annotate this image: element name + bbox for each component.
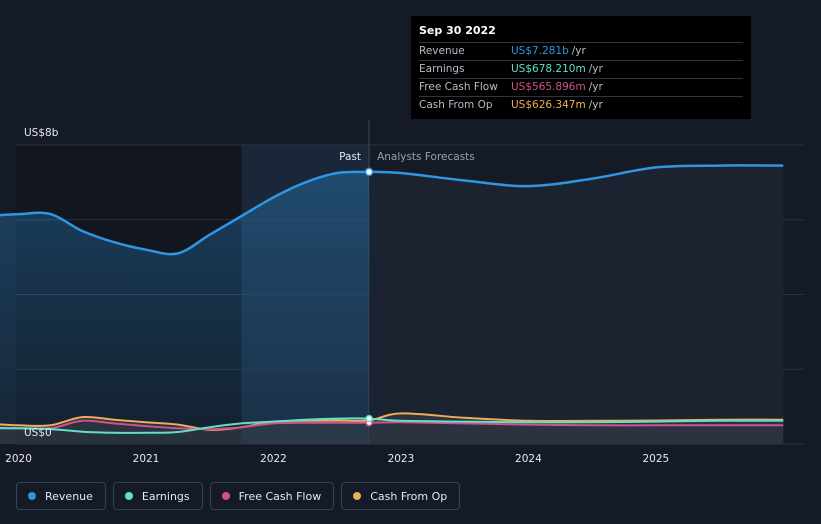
tooltip-value: US$678.210m bbox=[511, 63, 586, 75]
legend-label: Free Cash Flow bbox=[238, 489, 322, 503]
tooltip-label: Earnings bbox=[419, 63, 465, 75]
tooltip-value: US$565.896m bbox=[511, 81, 586, 93]
legend-label: Earnings bbox=[141, 489, 190, 503]
tooltip-row-earnings: Earnings US$678.210m /yr bbox=[419, 60, 743, 78]
series-marker-revenue bbox=[364, 167, 374, 177]
legend-item-revenue[interactable]: Revenue bbox=[16, 482, 106, 510]
x-tick-label: 2025 bbox=[643, 453, 670, 465]
series-marker-earnings bbox=[365, 414, 373, 423]
tooltip-value: US$7.281b bbox=[511, 45, 569, 57]
tooltip-row-revenue: Revenue US$7.281b /yr bbox=[419, 42, 743, 60]
tooltip-label: Revenue bbox=[419, 45, 465, 57]
series-line-fcf bbox=[0, 419, 784, 431]
tooltip-panel: Sep 30 2022 Revenue US$7.281b /yr Earnin… bbox=[411, 16, 751, 119]
tooltip-label: Free Cash Flow bbox=[419, 81, 498, 93]
tooltip-unit: /yr bbox=[571, 45, 586, 57]
legend-item-fcf[interactable]: Free Cash Flow bbox=[209, 482, 335, 510]
tooltip-label: Cash From Op bbox=[419, 99, 493, 111]
x-tick-label: 2023 bbox=[388, 453, 415, 465]
chart-canvas: US$8b US$0 Past Analysts Forecasts 2020 2021 2… bbox=[0, 120, 805, 465]
x-tick-label: 2020 bbox=[5, 453, 32, 465]
earnings-dot-icon bbox=[124, 492, 133, 500]
tooltip-unit: /yr bbox=[588, 63, 603, 75]
legend-item-cfo[interactable]: Cash From Op bbox=[341, 482, 461, 510]
legend-item-earnings[interactable]: Earnings bbox=[112, 482, 203, 510]
revenue-dot-icon bbox=[28, 492, 36, 500]
revenue-forecast-area bbox=[369, 165, 784, 444]
revenue-area bbox=[0, 171, 370, 444]
tooltip-unit: /yr bbox=[588, 99, 603, 111]
past-label: Past bbox=[339, 151, 361, 163]
tooltip-date: Sep 30 2022 bbox=[419, 24, 496, 37]
x-tick-label: 2022 bbox=[260, 453, 287, 465]
cfo-dot-icon bbox=[353, 492, 362, 500]
fcf-dot-icon bbox=[221, 492, 230, 500]
y-axis-bottom-label: US$0 bbox=[24, 427, 52, 439]
legend-label: Cash From Op bbox=[370, 489, 448, 503]
legend-label: Revenue bbox=[45, 489, 93, 503]
tooltip-row-fcf: Free Cash Flow US$565.896m /yr bbox=[419, 78, 743, 96]
tooltip-unit: /yr bbox=[588, 81, 603, 93]
x-tick-label: 2024 bbox=[515, 453, 542, 465]
forecast-label: Analysts Forecasts bbox=[377, 151, 475, 163]
series-line-revenue bbox=[0, 164, 784, 256]
y-axis-top-label: US$8b bbox=[24, 127, 59, 139]
x-tick-label: 2021 bbox=[133, 453, 160, 465]
chart-legend: Revenue Earnings Free Cash Flow Cash Fro… bbox=[16, 482, 461, 510]
series-line-earnings bbox=[0, 417, 784, 434]
tooltip-row-cfo: Cash From Op US$626.347m /yr bbox=[419, 96, 743, 114]
tooltip-value: US$626.347m bbox=[511, 99, 586, 111]
